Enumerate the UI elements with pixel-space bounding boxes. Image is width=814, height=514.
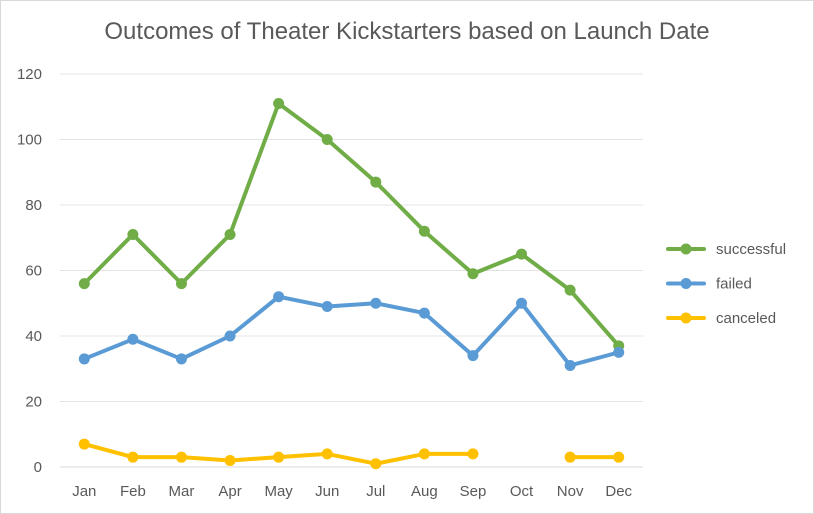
data-point-canceled [564,451,576,463]
y-axis-ticks: 0 20 40 60 80 100 120 [17,66,42,476]
y-tick-label: 40 [25,328,42,345]
data-point-successful [564,284,576,296]
data-point-failed [418,307,430,319]
y-tick-label: 0 [34,459,42,476]
legend-item-failed: failed [666,276,752,293]
data-point-successful [516,248,528,260]
legend-item-successful: successful [666,241,786,258]
data-point-canceled [370,458,382,470]
x-tick-label: Nov [557,483,584,500]
data-point-successful [321,134,333,145]
series-failed [78,291,625,371]
data-point-successful [78,278,90,290]
x-tick-label: Sep [460,483,487,500]
data-point-canceled [321,448,333,460]
legend-marker [680,278,692,289]
data-point-failed [516,297,528,309]
legend-item-canceled: canceled [666,310,776,327]
series-canceled [78,438,625,470]
data-point-successful [418,225,430,237]
legend-label: successful [716,241,786,258]
x-tick-label: Apr [218,483,241,500]
data-point-canceled [127,451,139,463]
x-tick-label: Oct [510,483,534,500]
data-point-canceled [613,451,625,463]
y-tick-label: 120 [17,66,42,83]
data-point-canceled [175,451,187,463]
data-point-successful [175,278,187,290]
data-point-canceled [224,454,236,466]
legend-marker [680,312,692,324]
data-point-failed [564,359,576,371]
data-point-failed [273,291,285,303]
data-point-canceled [418,448,430,460]
data-point-failed [175,353,187,365]
data-point-failed [467,350,479,362]
data-point-successful [127,228,139,240]
x-axis-ticks: Jan Feb Mar Apr May Jun Jul Aug Sep Oct Nov Dec [72,483,632,500]
series-line-successful [82,101,621,348]
legend-marker [680,243,692,255]
data-point-successful [467,268,479,280]
series-line-failed [82,294,621,368]
data-point-canceled [467,448,479,460]
data-point-failed [321,301,333,313]
y-tick-label: 60 [25,263,42,280]
x-tick-label: Mar [169,483,195,500]
legend: successful failed canceled [666,241,786,327]
data-point-failed [78,353,90,365]
data-point-canceled [78,438,90,450]
data-point-successful [370,176,382,188]
chart-title: Outcomes of Theater Kickstarters based o… [104,18,710,45]
legend-label: canceled [716,310,776,327]
x-tick-label: Jul [366,483,385,500]
series-successful [78,97,625,352]
series-group [78,97,625,470]
x-tick-label: Jan [72,483,96,500]
data-point-failed [370,297,382,309]
y-tick-label: 100 [17,132,42,149]
x-tick-label: Dec [605,483,632,500]
data-point-failed [127,333,139,345]
data-point-failed [613,346,625,358]
x-tick-label: Feb [120,483,146,500]
legend-label: failed [716,276,752,293]
x-tick-label: Jun [315,483,339,500]
x-tick-label: May [264,483,293,500]
data-point-successful [273,97,285,109]
y-tick-label: 20 [25,394,42,411]
x-tick-label: Aug [411,483,438,500]
data-point-successful [224,228,236,240]
data-point-failed [224,330,236,342]
y-tick-label: 80 [25,197,42,214]
data-point-canceled [273,451,285,463]
gridlines [60,73,643,468]
